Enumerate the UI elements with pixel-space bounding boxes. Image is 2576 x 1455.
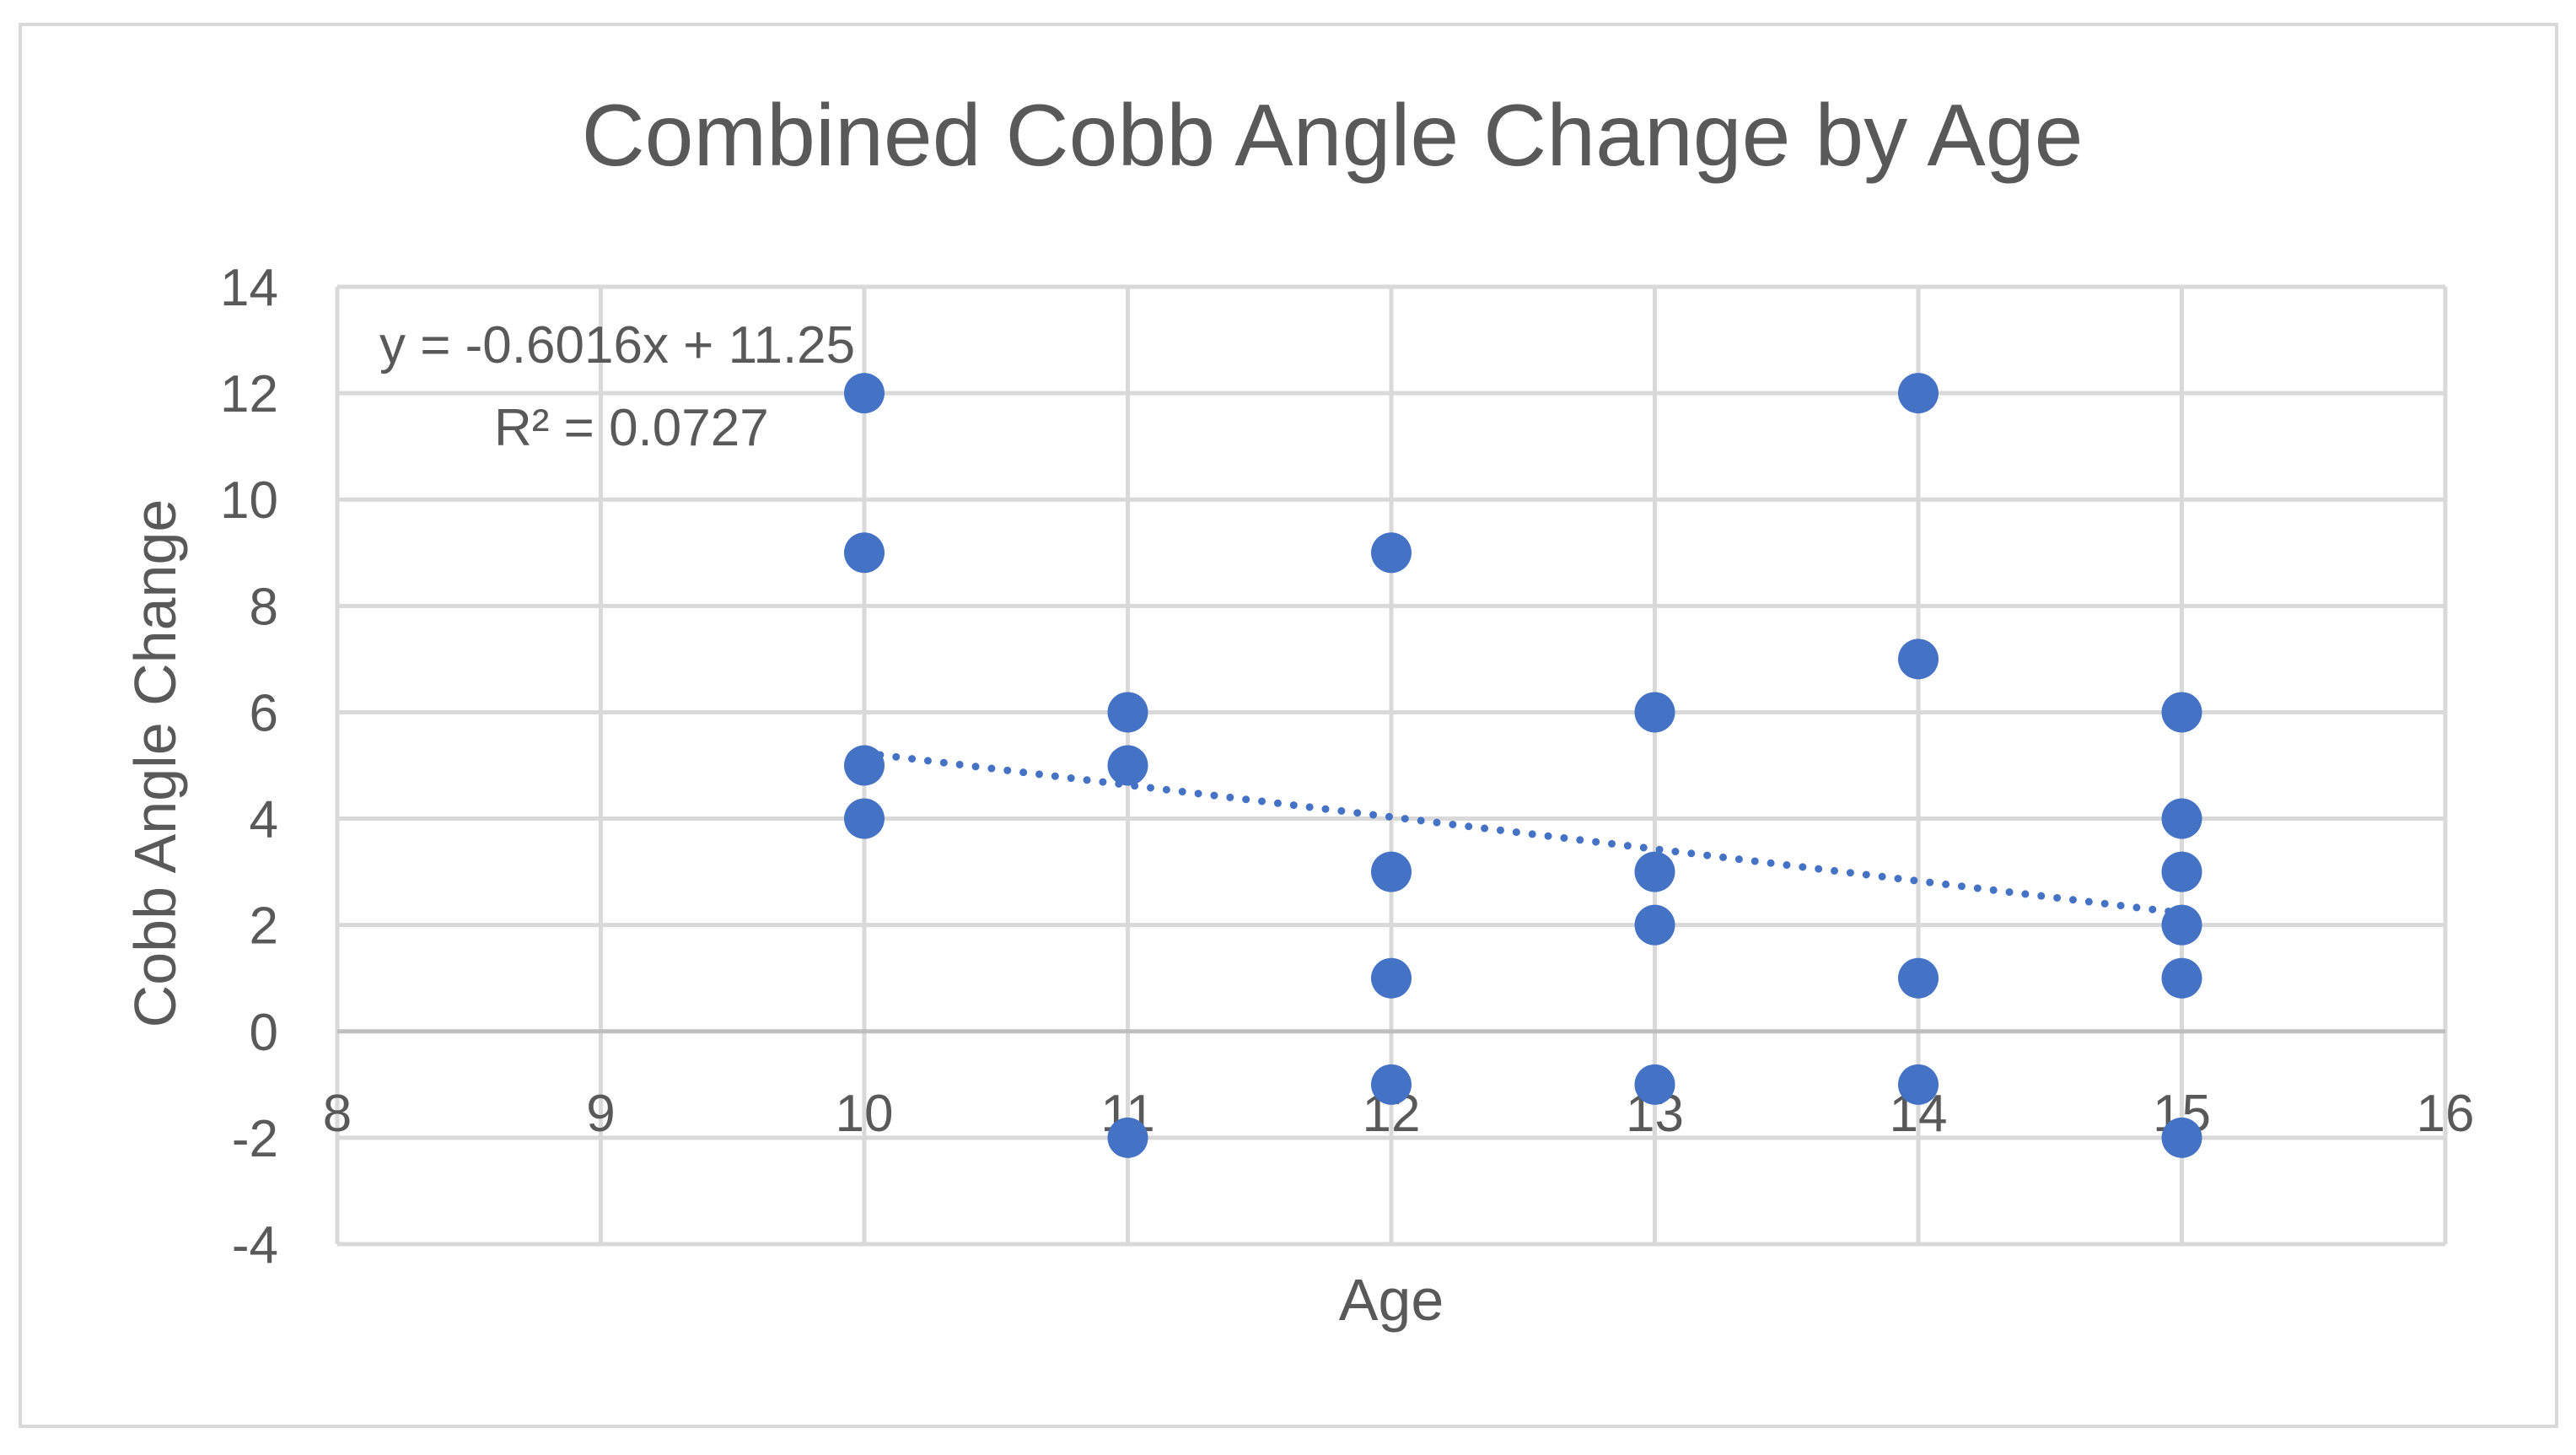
data-point xyxy=(1898,639,1939,680)
x-tick-label: 9 xyxy=(586,1085,615,1143)
data-point xyxy=(1371,851,1412,892)
data-point xyxy=(1107,1117,1148,1158)
y-tick-label: -2 xyxy=(232,1110,278,1168)
data-point xyxy=(1634,692,1675,733)
data-point xyxy=(1371,532,1412,574)
y-tick-label: 0 xyxy=(250,1004,278,1062)
y-tick-label: 4 xyxy=(250,791,278,849)
data-point xyxy=(2161,692,2202,733)
trendline-r-squared: R² = 0.0727 xyxy=(494,399,769,457)
data-point xyxy=(2161,798,2202,839)
y-tick-label: -4 xyxy=(232,1216,278,1274)
x-tick-label: 10 xyxy=(836,1085,894,1143)
y-tick-label: 8 xyxy=(250,578,278,636)
data-point xyxy=(1107,692,1148,733)
x-tick-label: 16 xyxy=(2417,1085,2475,1143)
y-tick-label: 14 xyxy=(220,259,278,317)
data-point xyxy=(844,745,885,786)
y-tick-label: 12 xyxy=(220,365,278,423)
data-point xyxy=(844,798,885,839)
trendline xyxy=(860,749,2186,917)
data-point xyxy=(1371,1064,1412,1105)
data-point xyxy=(1634,851,1675,892)
y-tick-label: 2 xyxy=(250,897,278,956)
x-tick-label: 8 xyxy=(323,1085,352,1143)
data-point xyxy=(2161,851,2202,892)
data-point xyxy=(1634,1064,1675,1105)
y-tick-label: 10 xyxy=(220,472,278,530)
chart-area-border xyxy=(19,23,2558,1428)
data-point xyxy=(2161,957,2202,999)
data-point xyxy=(1898,957,1939,999)
trendline-layer xyxy=(860,749,2186,917)
y-tick-label: 6 xyxy=(250,684,278,742)
y-axis-label: Cobb Angle Change xyxy=(122,499,188,1028)
data-points xyxy=(844,373,2202,1158)
data-point xyxy=(2161,1117,2202,1158)
data-point xyxy=(2161,904,2202,946)
data-point xyxy=(1107,745,1148,786)
trendline-equation: y = -0.6016x + 11.25 xyxy=(379,316,855,375)
data-point xyxy=(844,532,885,574)
data-point xyxy=(1898,373,1939,414)
data-point xyxy=(844,373,885,414)
data-point xyxy=(1898,1064,1939,1105)
chart-title: Combined Cobb Angle Change by Age xyxy=(582,87,2084,185)
data-point xyxy=(1634,904,1675,946)
x-axis-label: Age xyxy=(1339,1267,1444,1333)
data-point xyxy=(1371,957,1412,999)
